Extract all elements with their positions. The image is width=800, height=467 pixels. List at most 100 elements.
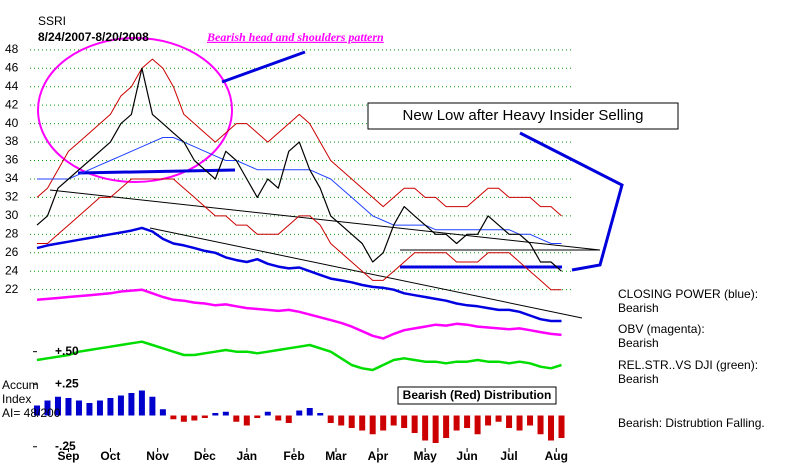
annotation: New Low after Heavy Insider Selling xyxy=(403,107,644,124)
bar xyxy=(96,400,103,416)
bar xyxy=(443,415,450,438)
marks xyxy=(34,58,565,443)
x-tick-label: Jun xyxy=(456,449,477,463)
y-tick-label: 42 xyxy=(5,97,19,111)
bar xyxy=(117,395,124,416)
bar xyxy=(128,393,135,416)
x-tick-label: Feb xyxy=(283,449,304,463)
note: Bearish: Distrubtion Falling. xyxy=(618,416,765,430)
note: REL.STR..VS DJI (green): xyxy=(618,358,758,372)
bar xyxy=(464,415,471,428)
bar xyxy=(149,396,156,416)
y-tick-label: 28 xyxy=(5,226,19,240)
y-tick-label: 40 xyxy=(5,116,19,130)
x-tick-label: May xyxy=(413,449,437,463)
bar xyxy=(254,415,261,418)
panel-label: Index xyxy=(2,392,31,406)
bar xyxy=(485,415,492,426)
bar xyxy=(359,415,366,431)
y-tick-label: 30 xyxy=(5,208,19,222)
y-tick-label: 46 xyxy=(5,60,19,74)
y-tick-label: 48 xyxy=(5,42,19,56)
bar xyxy=(380,415,387,431)
bar xyxy=(243,415,250,426)
bar xyxy=(233,415,240,422)
annotation-box xyxy=(397,386,557,405)
note: Bearish xyxy=(618,336,659,350)
bar xyxy=(369,415,376,435)
note: Bearish xyxy=(618,372,659,386)
bar xyxy=(86,403,93,416)
bar xyxy=(201,415,208,418)
bar xyxy=(107,398,114,416)
bar xyxy=(180,415,187,422)
series-line xyxy=(36,288,562,340)
series-line xyxy=(36,67,562,272)
grid xyxy=(30,49,572,452)
series-line xyxy=(36,340,562,372)
y-tick-label: 24 xyxy=(5,263,19,277)
bar xyxy=(453,415,460,431)
bar xyxy=(296,410,303,416)
y-tick-label: +.50 xyxy=(55,344,79,358)
y-tick-label: +.25 xyxy=(55,376,79,390)
bar xyxy=(548,415,555,441)
panel-label: AI= 48/200 xyxy=(2,406,61,420)
panel-label: Accum xyxy=(2,378,39,392)
y-tick-label: 32 xyxy=(5,190,19,204)
x-tick-label: Sep xyxy=(57,449,79,463)
bar xyxy=(390,415,397,426)
annotation: Bearish head and shoulders pattern xyxy=(206,30,384,44)
bar xyxy=(348,415,355,428)
chart-title: SSRI xyxy=(38,14,66,28)
y-tick-label: 22 xyxy=(5,282,19,296)
x-tick-label: Jul xyxy=(500,449,517,463)
y-tick-label: 34 xyxy=(5,171,19,185)
bar xyxy=(264,411,271,416)
note: OBV (magenta): xyxy=(618,322,705,336)
bar xyxy=(191,415,198,421)
trend-line xyxy=(149,227,583,319)
series-line xyxy=(37,178,562,291)
bar xyxy=(212,413,219,416)
x-tick-label: Apr xyxy=(368,449,389,463)
y-tick-label: -.25 xyxy=(55,439,76,453)
bar xyxy=(75,400,82,416)
bar xyxy=(34,405,40,416)
annotation-box xyxy=(367,102,679,130)
bar xyxy=(338,415,345,426)
bar xyxy=(65,398,72,416)
x-tick-label: Jan xyxy=(236,449,257,463)
bar xyxy=(474,415,481,435)
bar xyxy=(432,415,439,443)
bar xyxy=(170,415,177,420)
series-line xyxy=(37,137,562,244)
x-tick-label: Oct xyxy=(100,449,120,463)
series-line xyxy=(36,226,562,323)
series-line xyxy=(36,58,562,217)
x-tick-label: Mar xyxy=(325,449,347,463)
bar xyxy=(506,415,513,428)
bar xyxy=(275,415,282,421)
bar xyxy=(317,413,324,416)
y-tick-label: 44 xyxy=(5,79,19,93)
pointer-line xyxy=(221,50,306,84)
annotation: Bearish (Red) Distribution xyxy=(403,388,552,402)
pointer-line xyxy=(519,131,624,272)
bar xyxy=(54,396,61,416)
bar xyxy=(327,415,334,423)
note: CLOSING POWER (blue): xyxy=(618,287,758,301)
bar xyxy=(138,390,145,416)
bar xyxy=(44,400,51,416)
note: Bearish xyxy=(618,301,659,315)
bar xyxy=(558,415,565,438)
pattern-circle xyxy=(37,37,233,183)
bar xyxy=(516,415,523,431)
y-tick-label: 36 xyxy=(5,153,19,167)
bar xyxy=(537,415,544,435)
bar xyxy=(422,415,429,441)
bar xyxy=(527,415,534,426)
bar xyxy=(306,408,313,416)
chart-subtitle: 8/24/2007-8/20/2008 xyxy=(38,30,149,44)
